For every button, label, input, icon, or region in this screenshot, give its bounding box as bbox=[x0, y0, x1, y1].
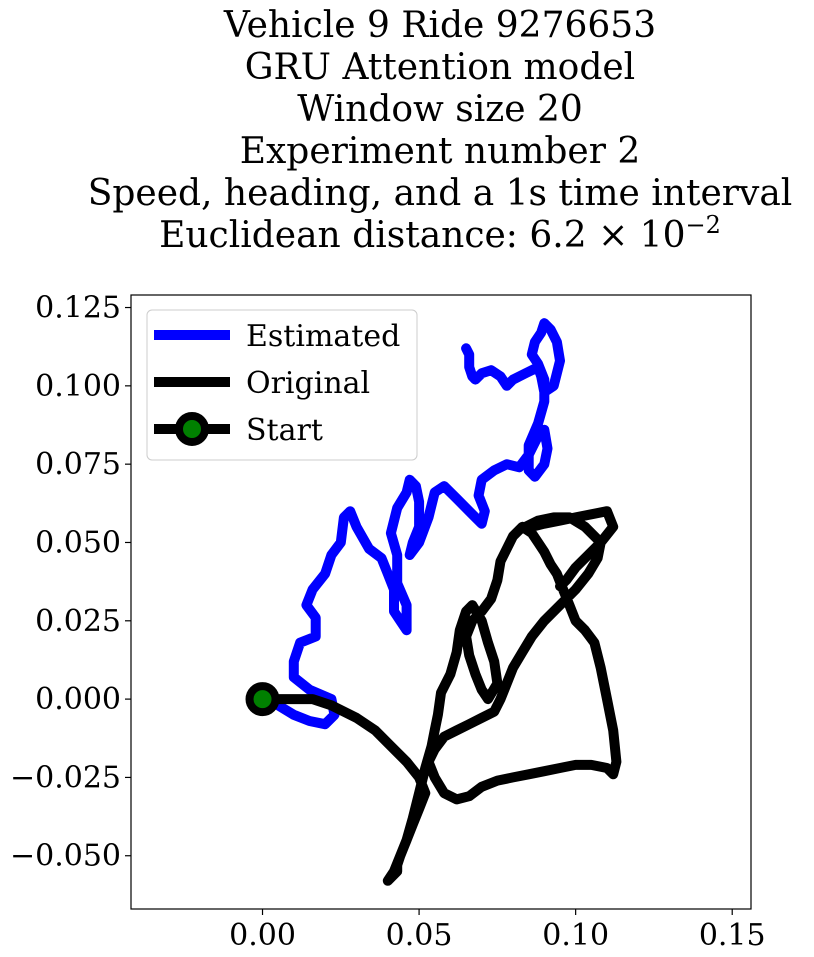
series-line-estimated bbox=[257, 318, 565, 730]
legend: Estimated Original Start bbox=[146, 309, 418, 461]
y-tick-label: 0.075 bbox=[35, 447, 121, 482]
legend-label-original: Original bbox=[246, 366, 370, 401]
y-tick-label: 0.000 bbox=[35, 682, 121, 717]
title-line-metric: Euclidean distance: 6.2 × 10−2 bbox=[159, 211, 721, 256]
title-line-features: Speed, heading, and a 1s time interval bbox=[88, 173, 793, 214]
x-tick-label: 0.10 bbox=[542, 918, 609, 953]
y-tick-label: 0.025 bbox=[35, 604, 121, 639]
legend-label-start: Start bbox=[246, 413, 323, 448]
title-line-model: GRU Attention model bbox=[245, 47, 635, 88]
series-line-original bbox=[257, 506, 622, 886]
legend-swatch-start-marker bbox=[175, 412, 209, 446]
y-tick-label: 0.125 bbox=[35, 291, 121, 326]
series-layer bbox=[245, 318, 622, 886]
x-tick-label: 0.00 bbox=[229, 918, 296, 953]
y-tick-label: 0.050 bbox=[35, 525, 121, 560]
y-tick-label: 0.100 bbox=[35, 369, 121, 404]
legend-box bbox=[146, 309, 418, 461]
y-tick-label: −0.050 bbox=[10, 839, 121, 874]
title-line-window: Window size 20 bbox=[297, 89, 583, 130]
legend-label-estimated: Estimated bbox=[246, 319, 400, 354]
start-point-marker bbox=[245, 682, 280, 717]
plot-area-frame bbox=[130, 294, 752, 910]
x-tick-label: 0.05 bbox=[386, 918, 453, 953]
x-tick-label: 0.15 bbox=[699, 918, 766, 953]
title-line-vehicle: Vehicle 9 Ride 9276653 bbox=[223, 5, 656, 46]
y-tick-label: −0.025 bbox=[10, 760, 121, 795]
x-axis: 0.00 0.05 0.10 0.15 bbox=[229, 909, 766, 953]
title-line-experiment: Experiment number 2 bbox=[240, 131, 641, 172]
metric-exponent: −2 bbox=[686, 211, 721, 239]
metric-prefix: Euclidean distance: 6.2 × 10 bbox=[159, 215, 685, 256]
y-axis: −0.050 −0.025 0.000 0.025 0.050 0.075 0.100 0.1… bbox=[10, 291, 131, 874]
chart-title: Vehicle 9 Ride 9276653 GRU Attention mod… bbox=[88, 5, 793, 256]
